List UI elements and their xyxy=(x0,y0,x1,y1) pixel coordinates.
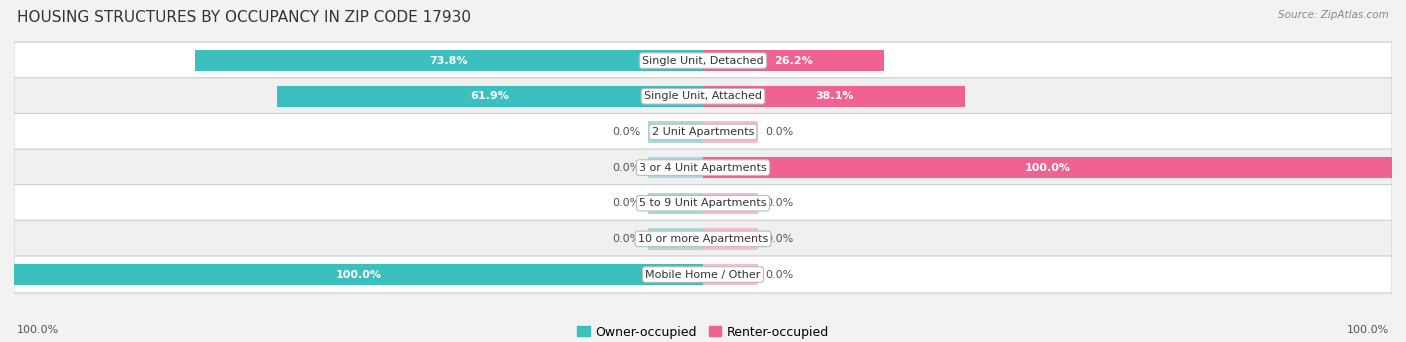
Bar xyxy=(703,157,1392,178)
FancyBboxPatch shape xyxy=(14,149,1392,186)
Text: 0.0%: 0.0% xyxy=(765,127,793,137)
Text: 0.0%: 0.0% xyxy=(613,234,641,244)
Text: 3 or 4 Unit Apartments: 3 or 4 Unit Apartments xyxy=(640,162,766,173)
Bar xyxy=(703,228,758,250)
FancyBboxPatch shape xyxy=(14,185,1392,222)
Bar xyxy=(703,193,758,214)
Text: Mobile Home / Other: Mobile Home / Other xyxy=(645,269,761,279)
Text: 100.0%: 100.0% xyxy=(1025,162,1070,173)
Text: 100.0%: 100.0% xyxy=(17,325,59,335)
Text: 0.0%: 0.0% xyxy=(765,269,793,279)
Bar xyxy=(14,264,703,285)
Text: 100.0%: 100.0% xyxy=(1347,325,1389,335)
Bar xyxy=(648,157,703,178)
Text: 0.0%: 0.0% xyxy=(765,234,793,244)
FancyBboxPatch shape xyxy=(14,114,1392,150)
Text: 0.0%: 0.0% xyxy=(765,198,793,208)
Text: 38.1%: 38.1% xyxy=(815,91,853,101)
Text: 0.0%: 0.0% xyxy=(613,198,641,208)
Text: Single Unit, Attached: Single Unit, Attached xyxy=(644,91,762,101)
Bar xyxy=(703,264,758,285)
Text: 0.0%: 0.0% xyxy=(613,127,641,137)
Text: 10 or more Apartments: 10 or more Apartments xyxy=(638,234,768,244)
Legend: Owner-occupied, Renter-occupied: Owner-occupied, Renter-occupied xyxy=(572,320,834,342)
Bar xyxy=(277,86,703,107)
FancyBboxPatch shape xyxy=(14,256,1392,293)
Bar xyxy=(703,121,758,143)
Bar xyxy=(648,228,703,250)
Text: 100.0%: 100.0% xyxy=(336,269,381,279)
Text: Single Unit, Detached: Single Unit, Detached xyxy=(643,56,763,66)
Text: 26.2%: 26.2% xyxy=(773,56,813,66)
Text: 61.9%: 61.9% xyxy=(471,91,509,101)
Bar xyxy=(703,86,966,107)
Bar xyxy=(194,50,703,71)
FancyBboxPatch shape xyxy=(14,78,1392,115)
FancyBboxPatch shape xyxy=(14,42,1392,79)
Bar xyxy=(703,50,883,71)
Text: 5 to 9 Unit Apartments: 5 to 9 Unit Apartments xyxy=(640,198,766,208)
Text: 2 Unit Apartments: 2 Unit Apartments xyxy=(652,127,754,137)
Text: 0.0%: 0.0% xyxy=(613,162,641,173)
Text: 73.8%: 73.8% xyxy=(429,56,468,66)
Bar xyxy=(648,121,703,143)
Text: HOUSING STRUCTURES BY OCCUPANCY IN ZIP CODE 17930: HOUSING STRUCTURES BY OCCUPANCY IN ZIP C… xyxy=(17,10,471,25)
Text: Source: ZipAtlas.com: Source: ZipAtlas.com xyxy=(1278,10,1389,20)
FancyBboxPatch shape xyxy=(14,220,1392,258)
Bar xyxy=(648,193,703,214)
